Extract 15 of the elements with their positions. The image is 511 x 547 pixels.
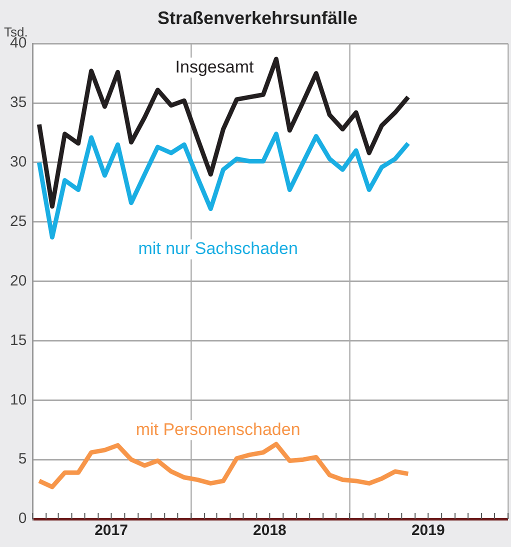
chart-title: Straßenverkehrsunfälle [157, 8, 358, 28]
y-tick-label: 35 [10, 94, 27, 112]
text: mit nur Sachschaden [138, 239, 298, 258]
y-tick-label: 0 [18, 510, 27, 528]
x-tick-label: 2017 [94, 522, 128, 540]
y-tick-label: 20 [10, 272, 27, 290]
y-tick-label: 25 [10, 213, 27, 230]
y-tick-label: 5 [18, 450, 27, 468]
x-tick-label: 2019 [411, 522, 445, 540]
y-tick-label: 15 [10, 332, 27, 349]
series-label: Insgesamt [175, 57, 254, 76]
x-tick-label: 2018 [253, 522, 286, 540]
series-label: mit Personenschaden [136, 420, 300, 439]
y-tick-label: 30 [10, 154, 27, 171]
y-tick-label: 10 [10, 391, 27, 408]
